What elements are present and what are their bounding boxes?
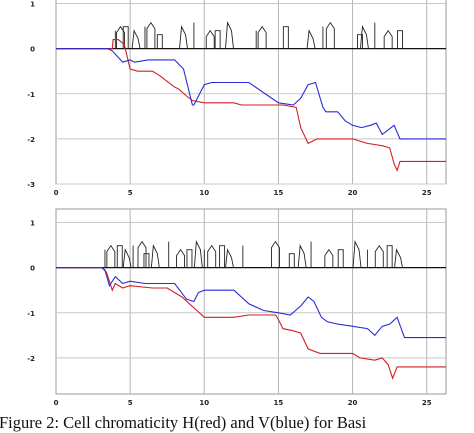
waveform-glyph: [106, 244, 116, 268]
waveform-glyph: [383, 29, 393, 49]
plot-frame: [55, 208, 447, 395]
waveform-glyph: [122, 248, 132, 268]
x-tick-label: 15: [274, 189, 284, 197]
waveform-glyph: [219, 245, 226, 268]
waveform-glyph: [150, 244, 160, 268]
waveform-glyph: [193, 240, 203, 268]
waveform-glyph: [225, 20, 234, 49]
waveform-glyph: [297, 244, 307, 268]
plot-frame: [55, 0, 447, 185]
waveform-glyph: [288, 253, 295, 268]
x-tick-label: 20: [348, 189, 358, 197]
waveform-glyph: [282, 26, 289, 49]
x-tick-label: 5: [128, 189, 133, 197]
waveform-glyph: [225, 248, 234, 268]
waveform-glyph: [357, 34, 363, 49]
waveform-glyph: [374, 244, 384, 268]
x-tick-label: 15: [274, 399, 284, 407]
x-tick-label: 5: [128, 399, 133, 407]
waveform-glyph: [306, 29, 316, 49]
y-tick-label: -1: [27, 310, 35, 318]
waveform-glyph: [352, 240, 362, 268]
waveform-glyph: [122, 26, 129, 49]
series-line-blue: [56, 48, 446, 140]
waveform-glyph: [337, 249, 344, 268]
waveform-glyph: [386, 245, 393, 268]
waveform-glyph: [257, 25, 267, 49]
waveform-glyph: [176, 248, 186, 268]
waveform-glyph: [116, 245, 123, 268]
y-tick-label: -2: [27, 136, 35, 144]
x-tick-label: 25: [422, 189, 432, 197]
series-line-red: [56, 267, 446, 380]
x-tick-label: 10: [199, 189, 209, 197]
y-tick-label: 0: [30, 46, 35, 54]
x-tick-label: 0: [54, 189, 59, 197]
waveform-glyph: [394, 248, 403, 268]
y-tick-label: 1: [30, 220, 35, 228]
waveform-glyph: [137, 240, 147, 268]
series-line-blue: [56, 267, 446, 339]
waveform-glyph: [397, 30, 403, 49]
waveform-glyph: [116, 25, 125, 49]
x-tick-label: 0: [54, 399, 59, 407]
y-tick-label: 1: [30, 1, 35, 9]
waveform-glyph: [179, 25, 188, 49]
waveform-glyph: [214, 30, 221, 49]
series-line-red: [56, 39, 446, 173]
y-tick-label: -3: [27, 181, 35, 189]
waveform-glyph: [324, 248, 334, 268]
waveform-glyph: [205, 29, 215, 49]
waveform-glyph: [207, 244, 217, 268]
y-tick-label: -1: [27, 91, 35, 99]
figure-caption: Figure 2: Cell chromaticity H(red) and V…: [0, 413, 367, 432]
y-tick-label: 0: [30, 265, 35, 273]
waveform-glyph: [146, 21, 156, 49]
x-tick-label: 20: [348, 399, 358, 407]
x-tick-label: 10: [199, 399, 209, 407]
y-tick-label: -2: [27, 355, 35, 363]
waveform-glyph: [186, 249, 193, 268]
waveform-glyph: [143, 253, 150, 268]
waveform-glyph: [131, 29, 141, 49]
waveform-glyph: [156, 34, 163, 49]
waveform-glyph: [271, 240, 280, 268]
x-tick-label: 25: [422, 399, 432, 407]
waveform-glyph: [325, 21, 335, 49]
waveform-glyph: [359, 25, 369, 49]
